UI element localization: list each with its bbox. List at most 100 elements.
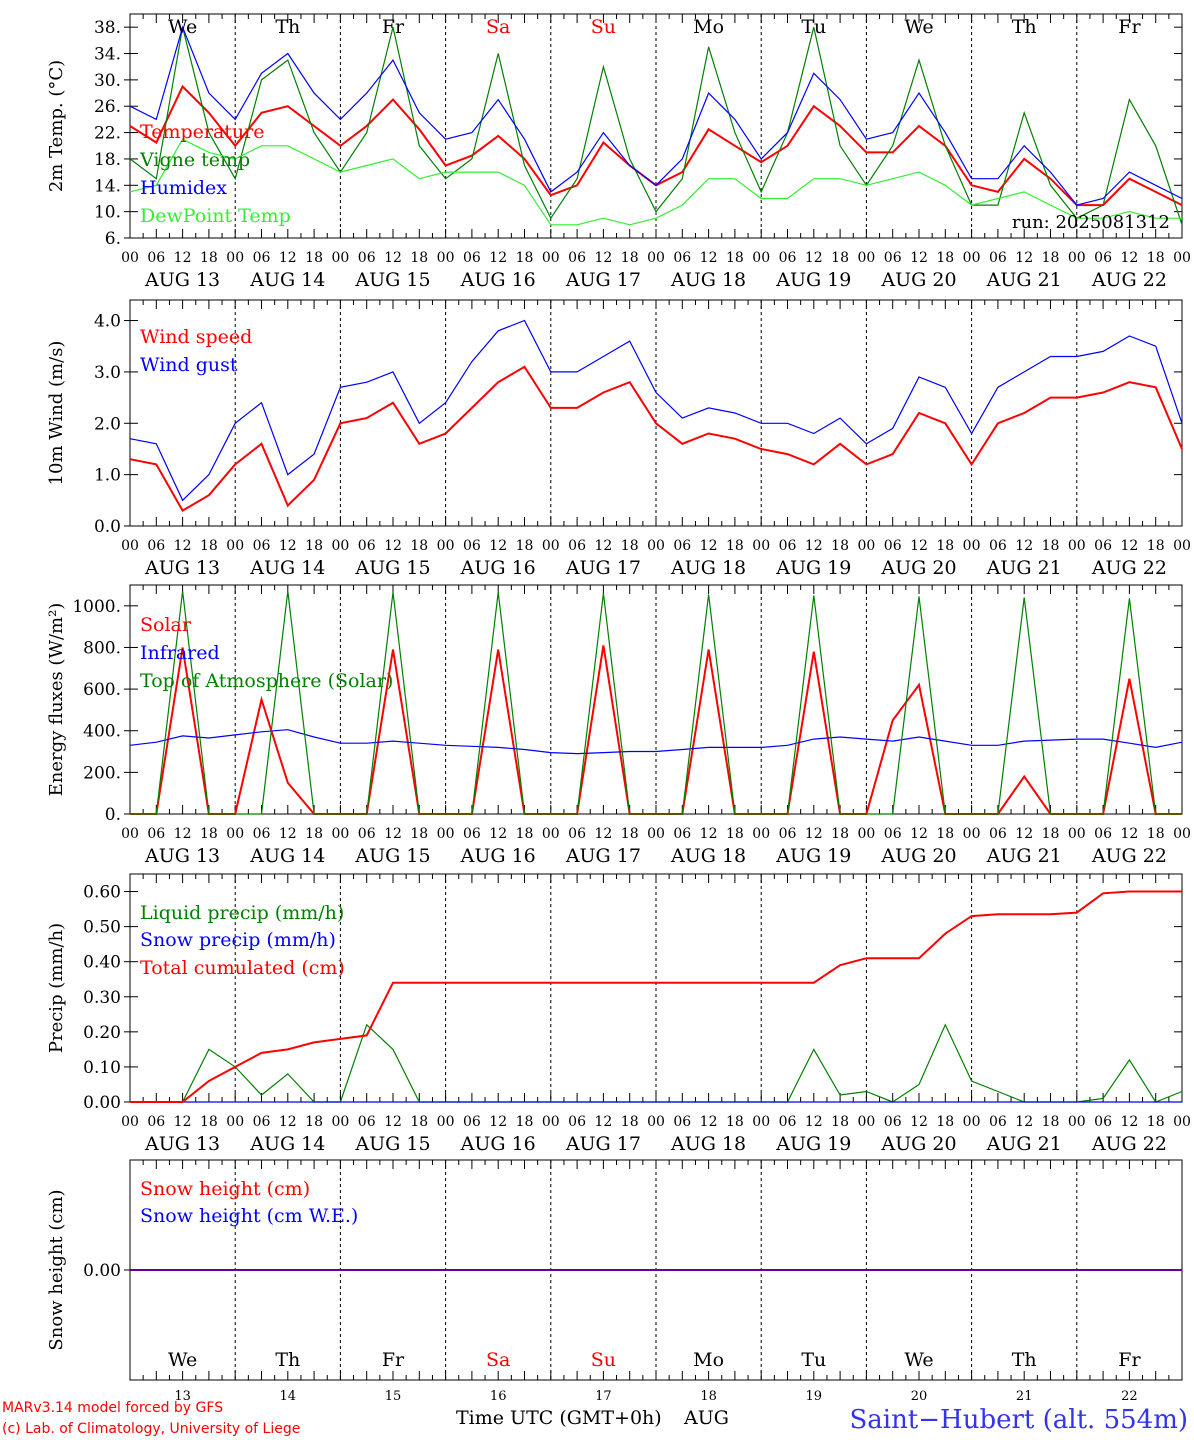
hour-tick-label: 06	[147, 1114, 165, 1130]
hour-tick-label: 06	[253, 826, 271, 842]
hour-tick-label: 06	[568, 538, 586, 554]
hour-tick-label: 06	[463, 538, 481, 554]
hour-tick-label: 18	[936, 538, 954, 554]
hour-tick-label: 12	[910, 826, 928, 842]
legend-entry: Wind speed	[140, 326, 252, 348]
hour-tick-label: 00	[121, 1114, 139, 1130]
date-label: AUG 13	[144, 557, 220, 579]
date-label: AUG 20	[880, 1133, 956, 1155]
weekday-label: Fr	[382, 1349, 405, 1371]
legend-entry: DewPoint Temp	[140, 205, 291, 227]
panel-1: 6. 10. 14. 18. 22. 26. 30. 34. 38. 2m Temp. (°C) T…	[46, 13, 1191, 291]
weekday-label: Th	[1012, 16, 1037, 38]
day-number-label: 19	[806, 1389, 823, 1404]
weekday-label: Mo	[693, 16, 724, 38]
hour-tick-label: 00	[1068, 538, 1086, 554]
hour-tick-label: 18	[410, 826, 428, 842]
hour-tick-label: 18	[200, 538, 218, 554]
y-tick-label: 10.	[94, 203, 121, 223]
date-label: AUG 16	[460, 557, 536, 579]
date-label: AUG 21	[986, 557, 1062, 579]
weekday-label: Mo	[693, 1349, 724, 1371]
hour-tick-label: 06	[989, 250, 1007, 266]
hour-tick-label: 12	[910, 250, 928, 266]
hour-tick-label: 18	[726, 538, 744, 554]
hour-tick-label: 18	[1147, 826, 1165, 842]
date-label: AUG 17	[565, 1133, 641, 1155]
hour-tick-label: 00	[437, 1114, 455, 1130]
date-label: AUG 19	[775, 269, 851, 291]
hour-tick-label: 00	[752, 250, 770, 266]
hour-tick-label: 12	[805, 826, 823, 842]
panel-5: 0.00 Snow height (cm) Snow height (cm) Snow…	[46, 1159, 1183, 1404]
hour-tick-label: 00	[542, 1114, 560, 1130]
hour-tick-label: 18	[516, 538, 534, 554]
hour-tick-label: 06	[358, 250, 376, 266]
date-label: AUG 18	[670, 1133, 746, 1155]
hour-tick-label: 18	[936, 1114, 954, 1130]
hour-tick-label: 00	[331, 538, 349, 554]
legend-entry: Snow height (cm)	[140, 1178, 310, 1200]
hour-tick-label: 06	[779, 826, 797, 842]
hour-tick-label: 18	[305, 538, 323, 554]
hour-tick-label: 00	[1173, 1114, 1191, 1130]
hour-tick-label: 12	[805, 1114, 823, 1130]
series-line-blue	[129, 25, 1183, 206]
date-label: AUG 17	[565, 557, 641, 579]
hour-tick-label: 12	[594, 538, 612, 554]
hour-tick-label: 00	[226, 538, 244, 554]
weekday-label: We	[904, 1349, 933, 1371]
hour-tick-label: 12	[174, 538, 192, 554]
hour-tick-label: 18	[831, 826, 849, 842]
hour-tick-label: 18	[1147, 250, 1165, 266]
date-label: AUG 16	[460, 845, 536, 867]
hour-tick-label: 06	[779, 538, 797, 554]
date-label: AUG 15	[354, 845, 430, 867]
hour-tick-label: 06	[253, 250, 271, 266]
hour-tick-label: 18	[305, 250, 323, 266]
date-label: AUG 21	[986, 845, 1062, 867]
date-label: AUG 14	[249, 845, 325, 867]
hour-tick-label: 12	[700, 826, 718, 842]
hour-tick-label: 12	[805, 538, 823, 554]
legend-entry: Total cumulated (cm)	[140, 957, 345, 979]
run-label: run: 2025081312	[1012, 212, 1170, 233]
y-tick-label: 0.0	[94, 517, 121, 537]
x-axis-title: Time UTC (GMT+0h)	[456, 1407, 662, 1429]
date-label: AUG 15	[354, 1133, 430, 1155]
hour-tick-label: 06	[463, 250, 481, 266]
date-label: AUG 18	[670, 269, 746, 291]
hour-tick-label: 18	[1042, 826, 1060, 842]
weekday-label: Su	[591, 1349, 616, 1371]
day-number-label: 20	[911, 1389, 928, 1404]
hour-tick-label: 06	[673, 1114, 691, 1130]
hour-tick-label: 12	[910, 538, 928, 554]
date-label: AUG 20	[880, 269, 956, 291]
hour-tick-label: 00	[226, 250, 244, 266]
hour-tick-label: 18	[1147, 1114, 1165, 1130]
day-number-label: 13	[174, 1389, 191, 1404]
hour-tick-label: 06	[147, 538, 165, 554]
date-label: AUG 22	[1091, 845, 1167, 867]
station-label: Saint−Hubert (alt. 554m)	[849, 1405, 1188, 1435]
y-axis-label: Snow height (cm)	[46, 1189, 67, 1350]
y-tick-label: 0.00	[83, 1261, 121, 1281]
hour-tick-label: 00	[963, 1114, 981, 1130]
weekday-label: Tu	[801, 1349, 826, 1371]
hour-tick-label: 00	[857, 538, 875, 554]
hour-tick-label: 12	[805, 250, 823, 266]
panel-2: 0.0 1.0 2.0 3.0 4.0 10m Wind (m/s) Wind speed W…	[46, 299, 1191, 579]
y-tick-label: 200.	[83, 763, 121, 783]
y-tick-label: 0.20	[83, 1023, 121, 1043]
hour-tick-label: 00	[647, 250, 665, 266]
hour-tick-label: 06	[884, 250, 902, 266]
day-number-label: 16	[490, 1389, 507, 1404]
hour-tick-label: 12	[1120, 538, 1138, 554]
hour-tick-label: 18	[516, 250, 534, 266]
hour-tick-label: 00	[1068, 1114, 1086, 1130]
hour-tick-label: 18	[621, 826, 639, 842]
weekday-label: Sa	[486, 1349, 510, 1371]
y-tick-label: 0.00	[83, 1093, 121, 1113]
hour-tick-label: 00	[752, 826, 770, 842]
